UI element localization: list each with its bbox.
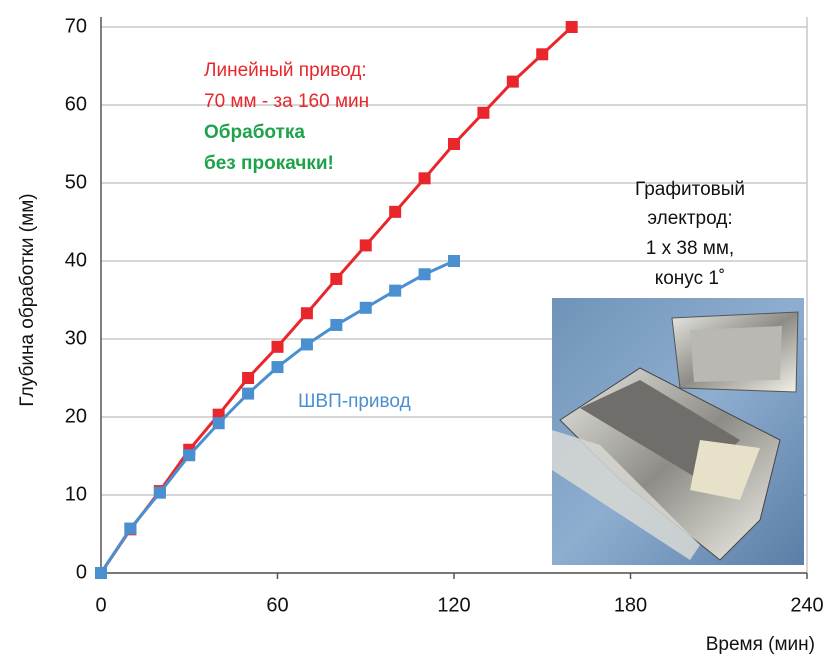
point-marker [566, 21, 578, 33]
x-tick-label: 120 [437, 594, 470, 616]
y-tick-label: 10 [65, 483, 87, 505]
y-tick-label: 50 [65, 171, 87, 193]
point-marker [272, 361, 284, 373]
page: {"chart_data": {"type": "line", "y_label… [0, 0, 833, 663]
point-marker [360, 302, 372, 314]
point-marker [330, 319, 342, 331]
point-marker [389, 285, 401, 297]
annotation: Графитовый [635, 179, 745, 200]
point-marker [448, 255, 460, 267]
point-marker [419, 268, 431, 280]
y-tick-label: 40 [65, 249, 87, 271]
point-marker [360, 239, 372, 251]
chart: Глубина обработки (мм) Время (мин) 0 10 20… [0, 0, 833, 663]
annotation: электрод: [647, 208, 732, 229]
point-marker [330, 273, 342, 285]
point-marker [213, 417, 225, 429]
annotation: 70 мм - за 160 мин [204, 91, 369, 112]
y-tick-label: 30 [65, 327, 87, 349]
y-tick-label: 0 [76, 561, 87, 583]
annotation: конус 1˚ [655, 268, 726, 289]
y-tick-label: 20 [65, 405, 87, 427]
point-marker [507, 76, 519, 88]
x-tick-label: 0 [95, 594, 106, 616]
point-marker [242, 388, 254, 400]
point-marker [419, 172, 431, 184]
point-marker [154, 487, 166, 499]
annotation: ШВП-привод [298, 391, 411, 412]
point-marker [272, 341, 284, 353]
point-marker [95, 567, 107, 579]
point-marker [183, 449, 195, 461]
electrode-photo [552, 298, 804, 565]
point-marker [448, 138, 460, 150]
y-axis-label: Глубина обработки (мм) [17, 193, 38, 406]
x-tick-label: 240 [790, 594, 823, 616]
point-marker [477, 107, 489, 119]
point-marker [301, 307, 313, 319]
y-tick-label: 60 [65, 93, 87, 115]
annotation: 1 x 38 мм, [646, 238, 734, 259]
annotation: Обработка [204, 122, 305, 143]
point-marker [536, 48, 548, 60]
x-tick-label: 180 [614, 594, 647, 616]
annotation: Линейный привод: [204, 60, 367, 81]
annotation: без прокачки! [204, 153, 334, 174]
y-tick-label: 70 [65, 15, 87, 37]
x-axis-label: Время (мин) [706, 634, 815, 655]
point-marker [242, 372, 254, 384]
point-marker [301, 338, 313, 350]
x-tick-label: 60 [266, 594, 288, 616]
point-marker [389, 206, 401, 218]
point-marker [124, 523, 136, 535]
